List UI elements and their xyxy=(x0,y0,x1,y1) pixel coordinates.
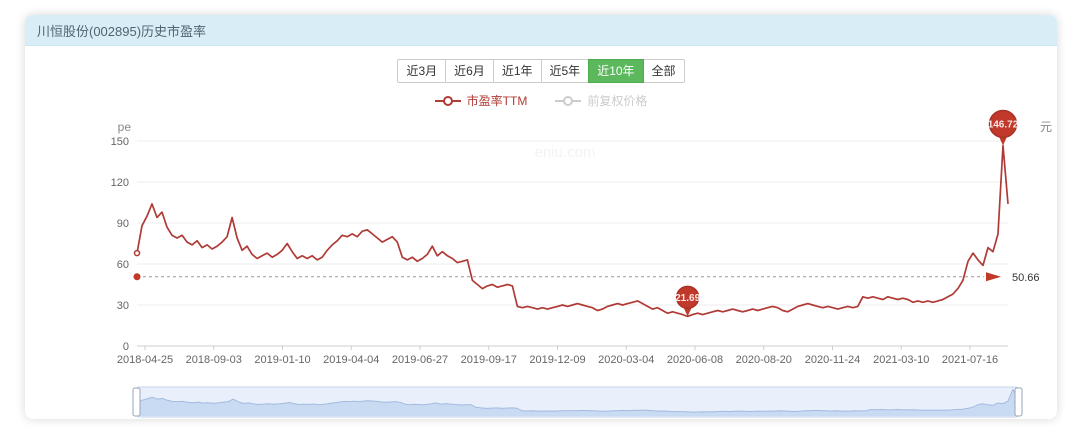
x-tick-label: 2019-01-10 xyxy=(254,354,310,366)
card-header: 川恒股份(002895)历史市盈率 xyxy=(25,15,1057,46)
y-tick-label: 30 xyxy=(117,300,129,312)
legend-item-pe-ttm[interactable]: 市盈率TTM xyxy=(434,92,528,109)
pe-history-card: 川恒股份(002895)历史市盈率 近3月 近6月 近1年 近5年 近10年 全部 市盈率… xyxy=(25,15,1057,419)
range-button-5y[interactable]: 近5年 xyxy=(540,59,590,83)
x-tick-label: 2018-09-03 xyxy=(186,354,242,366)
x-tick-label: 2020-06-08 xyxy=(667,354,723,366)
current-value-dot-icon xyxy=(133,273,141,281)
series-start-point-icon xyxy=(133,249,141,257)
x-tick-label: 2018-04-25 xyxy=(117,354,173,366)
range-button-1y[interactable]: 近1年 xyxy=(492,59,542,83)
x-axis: 2018-04-25 2018-09-03 2019-01-10 2019-04-04… xyxy=(117,345,1008,366)
x-tick-label: 2019-12-09 xyxy=(529,354,585,366)
x-tick-label: 2021-07-16 xyxy=(942,354,998,366)
current-value-arrow-icon xyxy=(986,272,1001,282)
min-marker: 21.69 xyxy=(675,285,701,317)
legend-adjusted-price-line-circle-icon xyxy=(555,95,582,106)
y-tick-label: 90 xyxy=(117,218,129,230)
data-zoom-series-line xyxy=(136,388,1019,413)
pe-line-path xyxy=(136,144,1009,318)
page-title: 川恒股份(002895)历史市盈率 xyxy=(37,23,207,39)
y-tick-label: 60 xyxy=(117,259,129,271)
legend-adjusted-price-label: 前复权价格 xyxy=(587,94,648,108)
x-tick-label: 2020-03-04 xyxy=(598,354,654,366)
pe-line-series xyxy=(133,144,1009,318)
x-tick-label: 2021-03-10 xyxy=(873,354,929,366)
range-button-6m[interactable]: 近6月 xyxy=(445,59,494,83)
legend-pe-ttm-label: 市盈率TTM xyxy=(466,94,528,108)
chart-legend: 市盈率TTM 前复权价格 xyxy=(25,92,1057,109)
datazoom-right-handle[interactable] xyxy=(1014,387,1023,417)
current-value-line: 50.66 xyxy=(133,272,1040,284)
y-tick-label: 0 xyxy=(123,341,129,353)
y-axis: 0 30 60 90 120 150 pe 元 xyxy=(111,120,1052,353)
watermark: eniu.com xyxy=(535,144,596,161)
legend-item-adjusted-price[interactable]: 前复权价格 xyxy=(555,92,647,109)
min-marker-balloon-icon xyxy=(675,285,700,310)
max-marker-balloon-icon xyxy=(988,109,1018,139)
x-tick-label: 2019-06-27 xyxy=(392,354,448,366)
legend-pe-ttm-line-circle-icon xyxy=(434,95,461,106)
x-tick-label: 2020-08-20 xyxy=(736,354,792,366)
current-value-label: 50.66 xyxy=(1012,272,1040,284)
right-axis-unit-label: 元 xyxy=(1040,120,1052,134)
data-zoom-brush xyxy=(132,386,1023,418)
x-tick-label: 2019-04-04 xyxy=(323,354,379,366)
datazoom-left-handle[interactable] xyxy=(132,387,141,417)
data-zoom-area xyxy=(137,389,1018,416)
max-marker: 146.72 xyxy=(988,109,1019,146)
max-marker-label: 146.72 xyxy=(988,119,1019,130)
y-tick-label: 150 xyxy=(111,136,129,148)
range-button-10y[interactable]: 近10年 xyxy=(588,59,644,83)
x-tick-label: 2020-11-24 xyxy=(805,354,860,366)
range-button-group: 近3月 近6月 近1年 近5年 近10年 全部 xyxy=(25,59,1057,83)
min-marker-label: 21.69 xyxy=(675,293,700,304)
range-button-all[interactable]: 全部 xyxy=(642,59,685,83)
y-tick-label: 120 xyxy=(111,177,129,189)
range-button-3m[interactable]: 近3月 xyxy=(397,59,447,83)
x-tick-label: 2019-09-17 xyxy=(461,354,517,366)
left-axis-unit-label: pe xyxy=(118,120,132,134)
